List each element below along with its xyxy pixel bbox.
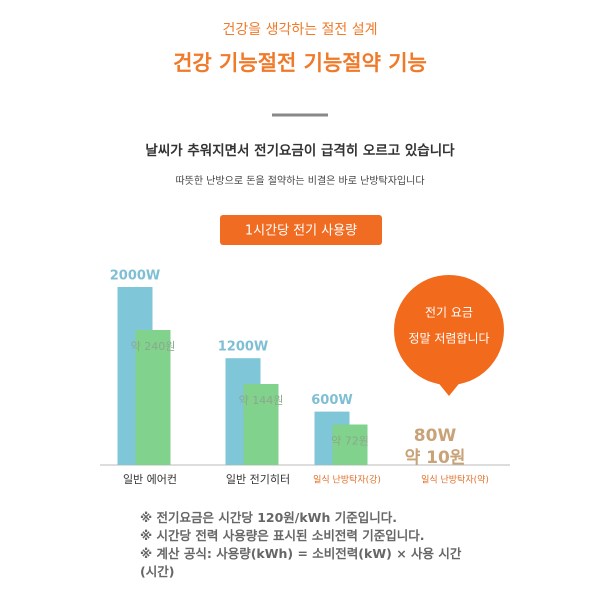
bar	[243, 384, 279, 465]
value-label: 600W	[311, 393, 352, 408]
value-label: 2000W	[110, 269, 161, 284]
section-badge	[220, 215, 382, 245]
bar	[332, 424, 368, 465]
description: 따뜻한 난방으로 돈을 절약하는 비결은 바로 난방탁자입니다	[175, 174, 424, 187]
note: ※ 전기요금은 시간당 120원/kWh 기준입니다.	[140, 510, 397, 525]
callout-text: 정말 저렴합니다	[408, 332, 489, 346]
x-tick-label: 일반 에어컨	[123, 472, 177, 486]
value-label: 약 72원	[331, 434, 369, 448]
note: ※ 시간당 전력 사용량은 표시된 소비전력 기준입니다.	[140, 528, 425, 543]
callout-tail	[436, 380, 462, 396]
section-badge-text: 1시간당 전기 사용량	[245, 224, 357, 239]
x-tick-label: 일반 전기히터	[226, 472, 290, 486]
value-label: 약 144원	[239, 393, 284, 407]
bar	[135, 330, 171, 465]
value-label: 80W	[414, 426, 457, 446]
x-tick-label: 일식 난방탁자(약)	[421, 474, 489, 486]
value-label: 약 240원	[131, 339, 176, 353]
callout-text: 전기 요금	[425, 306, 473, 320]
value-label: 1200W	[218, 340, 269, 355]
x-tick-label: 일식 난방탁자(강)	[313, 474, 381, 486]
value-label: 약 10원	[405, 447, 466, 468]
notes: ※ 전기요금은 시간당 120원/kWh 기준입니다. ※ 시간당 전력 사용량…	[140, 509, 475, 581]
title: 건강 기능절전 기능절약 기능	[173, 51, 427, 75]
headline: 날씨가 추워지면서 전기요금이 급격히 오르고 있습니다	[145, 142, 455, 159]
callout-bubble	[394, 275, 504, 385]
note: ※ 계산 공식: 사용량(kWh) = 소비전력(kW) × 사용 시간(시간)	[140, 546, 462, 579]
subtitle: 건강을 생각하는 절전 설계	[222, 22, 377, 38]
